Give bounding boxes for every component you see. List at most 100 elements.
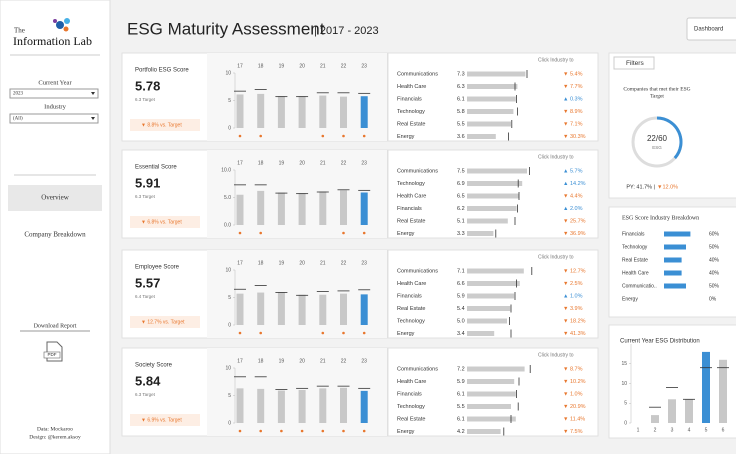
industry-bar xyxy=(467,71,526,77)
bar xyxy=(236,293,244,325)
x-tick-label: 17 xyxy=(237,63,243,69)
filter-label: Current Year xyxy=(38,79,72,86)
gauge-label: ESG xyxy=(652,145,662,150)
score-title: Society Score xyxy=(135,363,173,369)
industry-value: 3.6 xyxy=(457,134,465,140)
below-target-dot xyxy=(238,331,242,335)
bar xyxy=(298,294,306,325)
industry-bar xyxy=(467,231,494,236)
industry-value: 7.2 xyxy=(457,366,465,372)
bar xyxy=(719,359,727,423)
industry-bar xyxy=(467,416,516,422)
filters-tab xyxy=(613,56,655,70)
bar xyxy=(360,294,368,325)
industry-name: Technology xyxy=(397,404,425,410)
nav-item[interactable]: Company Breakdown xyxy=(24,231,86,239)
vs-target-badge xyxy=(130,119,200,131)
industry-value: 7.1 xyxy=(457,268,465,274)
x-tick-label: 17 xyxy=(237,358,243,364)
industry-value: 5.9 xyxy=(457,379,465,385)
industry-change: ▼ 7.1% xyxy=(563,121,583,127)
gauge-title: Target xyxy=(650,93,664,99)
industry-bar xyxy=(467,181,523,186)
y-tick-label: 0 xyxy=(228,322,231,328)
industry-change: ▼ 8.7% xyxy=(563,366,583,372)
nav-active[interactable] xyxy=(8,185,102,211)
bar xyxy=(319,191,327,225)
x-tick-label: 17 xyxy=(237,260,243,266)
industry-name: Financials xyxy=(397,96,422,102)
industry-name: Real Estate xyxy=(397,306,425,312)
x-tick-label: 19 xyxy=(279,160,285,166)
industry-bar xyxy=(467,109,514,114)
dropdown[interactable] xyxy=(9,88,99,99)
vs-target-badge xyxy=(130,316,200,328)
industry-value: 6.9 xyxy=(457,181,465,187)
bar xyxy=(340,387,347,423)
industry-change: ▼ 18.2% xyxy=(563,318,586,324)
industry-value: 6.5 xyxy=(457,193,465,199)
below-target-dot xyxy=(259,231,263,235)
industry-name: Health Care xyxy=(397,84,426,90)
bar xyxy=(702,351,710,423)
score-value: 5.78 xyxy=(135,78,160,93)
industry-value: 5.4 xyxy=(457,306,465,312)
industry-bar xyxy=(467,404,511,409)
industry-name: Financials xyxy=(397,391,422,397)
bar xyxy=(236,94,244,128)
filter-label: Industry xyxy=(44,103,66,110)
category-label: Communicatio.. xyxy=(622,283,657,289)
y-tick-label: 10 xyxy=(621,381,627,387)
y-tick-label: 0 xyxy=(228,420,231,426)
y-tick-label: 10 xyxy=(225,365,231,371)
bar xyxy=(360,390,368,423)
bar xyxy=(319,294,327,325)
score-value: 5.57 xyxy=(135,275,160,290)
button-text[interactable]: Dashboard xyxy=(694,27,723,33)
score-title: Employee Score xyxy=(135,265,180,271)
value-label: 40% xyxy=(709,257,720,263)
bar xyxy=(277,292,285,325)
industry-bar xyxy=(467,134,496,139)
value-label: 50% xyxy=(709,244,720,250)
y-tick-label: 10.0 xyxy=(221,167,231,173)
industry-change: ▲ 1.0% xyxy=(563,293,583,299)
dashboard-button[interactable] xyxy=(686,17,736,41)
x-tick-label: 18 xyxy=(258,63,264,69)
industry-value: 5.0 xyxy=(457,318,465,324)
industry-bar xyxy=(467,84,518,89)
industry-value: 5.5 xyxy=(457,404,465,410)
industry-name: Real Estate xyxy=(397,121,425,127)
bar xyxy=(664,270,682,276)
industry-change: ▼ 30.3% xyxy=(563,134,586,140)
industry-change: ▼ 1.0% xyxy=(563,391,583,397)
industry-bar xyxy=(467,96,516,102)
score-value: 5.84 xyxy=(135,373,161,388)
dropdown-value: 2023 xyxy=(13,92,24,97)
industry-change: ▼ 8.9% xyxy=(563,109,583,115)
industry-change: ▼ 36.9% xyxy=(563,231,586,237)
industry-change: ▼ 4.4% xyxy=(563,193,583,199)
industry-value: 3.3 xyxy=(457,231,465,237)
below-target-dot xyxy=(342,134,345,138)
industry-value: 6.1 xyxy=(457,96,465,102)
dropdown[interactable] xyxy=(9,113,99,124)
nav-item[interactable]: Overview xyxy=(41,194,70,202)
sidebar xyxy=(0,0,111,454)
industry-value: 5.8 xyxy=(457,109,465,115)
score-value: 5.91 xyxy=(135,175,160,190)
industry-name: Health Care xyxy=(397,193,426,199)
gauge-arc xyxy=(656,116,683,160)
industry-name: Communications xyxy=(397,366,438,372)
bar xyxy=(668,399,676,423)
bar xyxy=(298,390,306,423)
bar xyxy=(340,293,347,325)
industry-name: Communications xyxy=(397,168,438,174)
industry-bar xyxy=(467,268,524,274)
industry-name: Energy xyxy=(397,429,415,435)
bar xyxy=(319,388,327,423)
chart-title: Current Year ESG Distribution xyxy=(620,339,700,345)
below-target-dot xyxy=(259,134,263,138)
industry-name: Real Estate xyxy=(397,416,425,422)
below-target-dot xyxy=(321,429,325,433)
